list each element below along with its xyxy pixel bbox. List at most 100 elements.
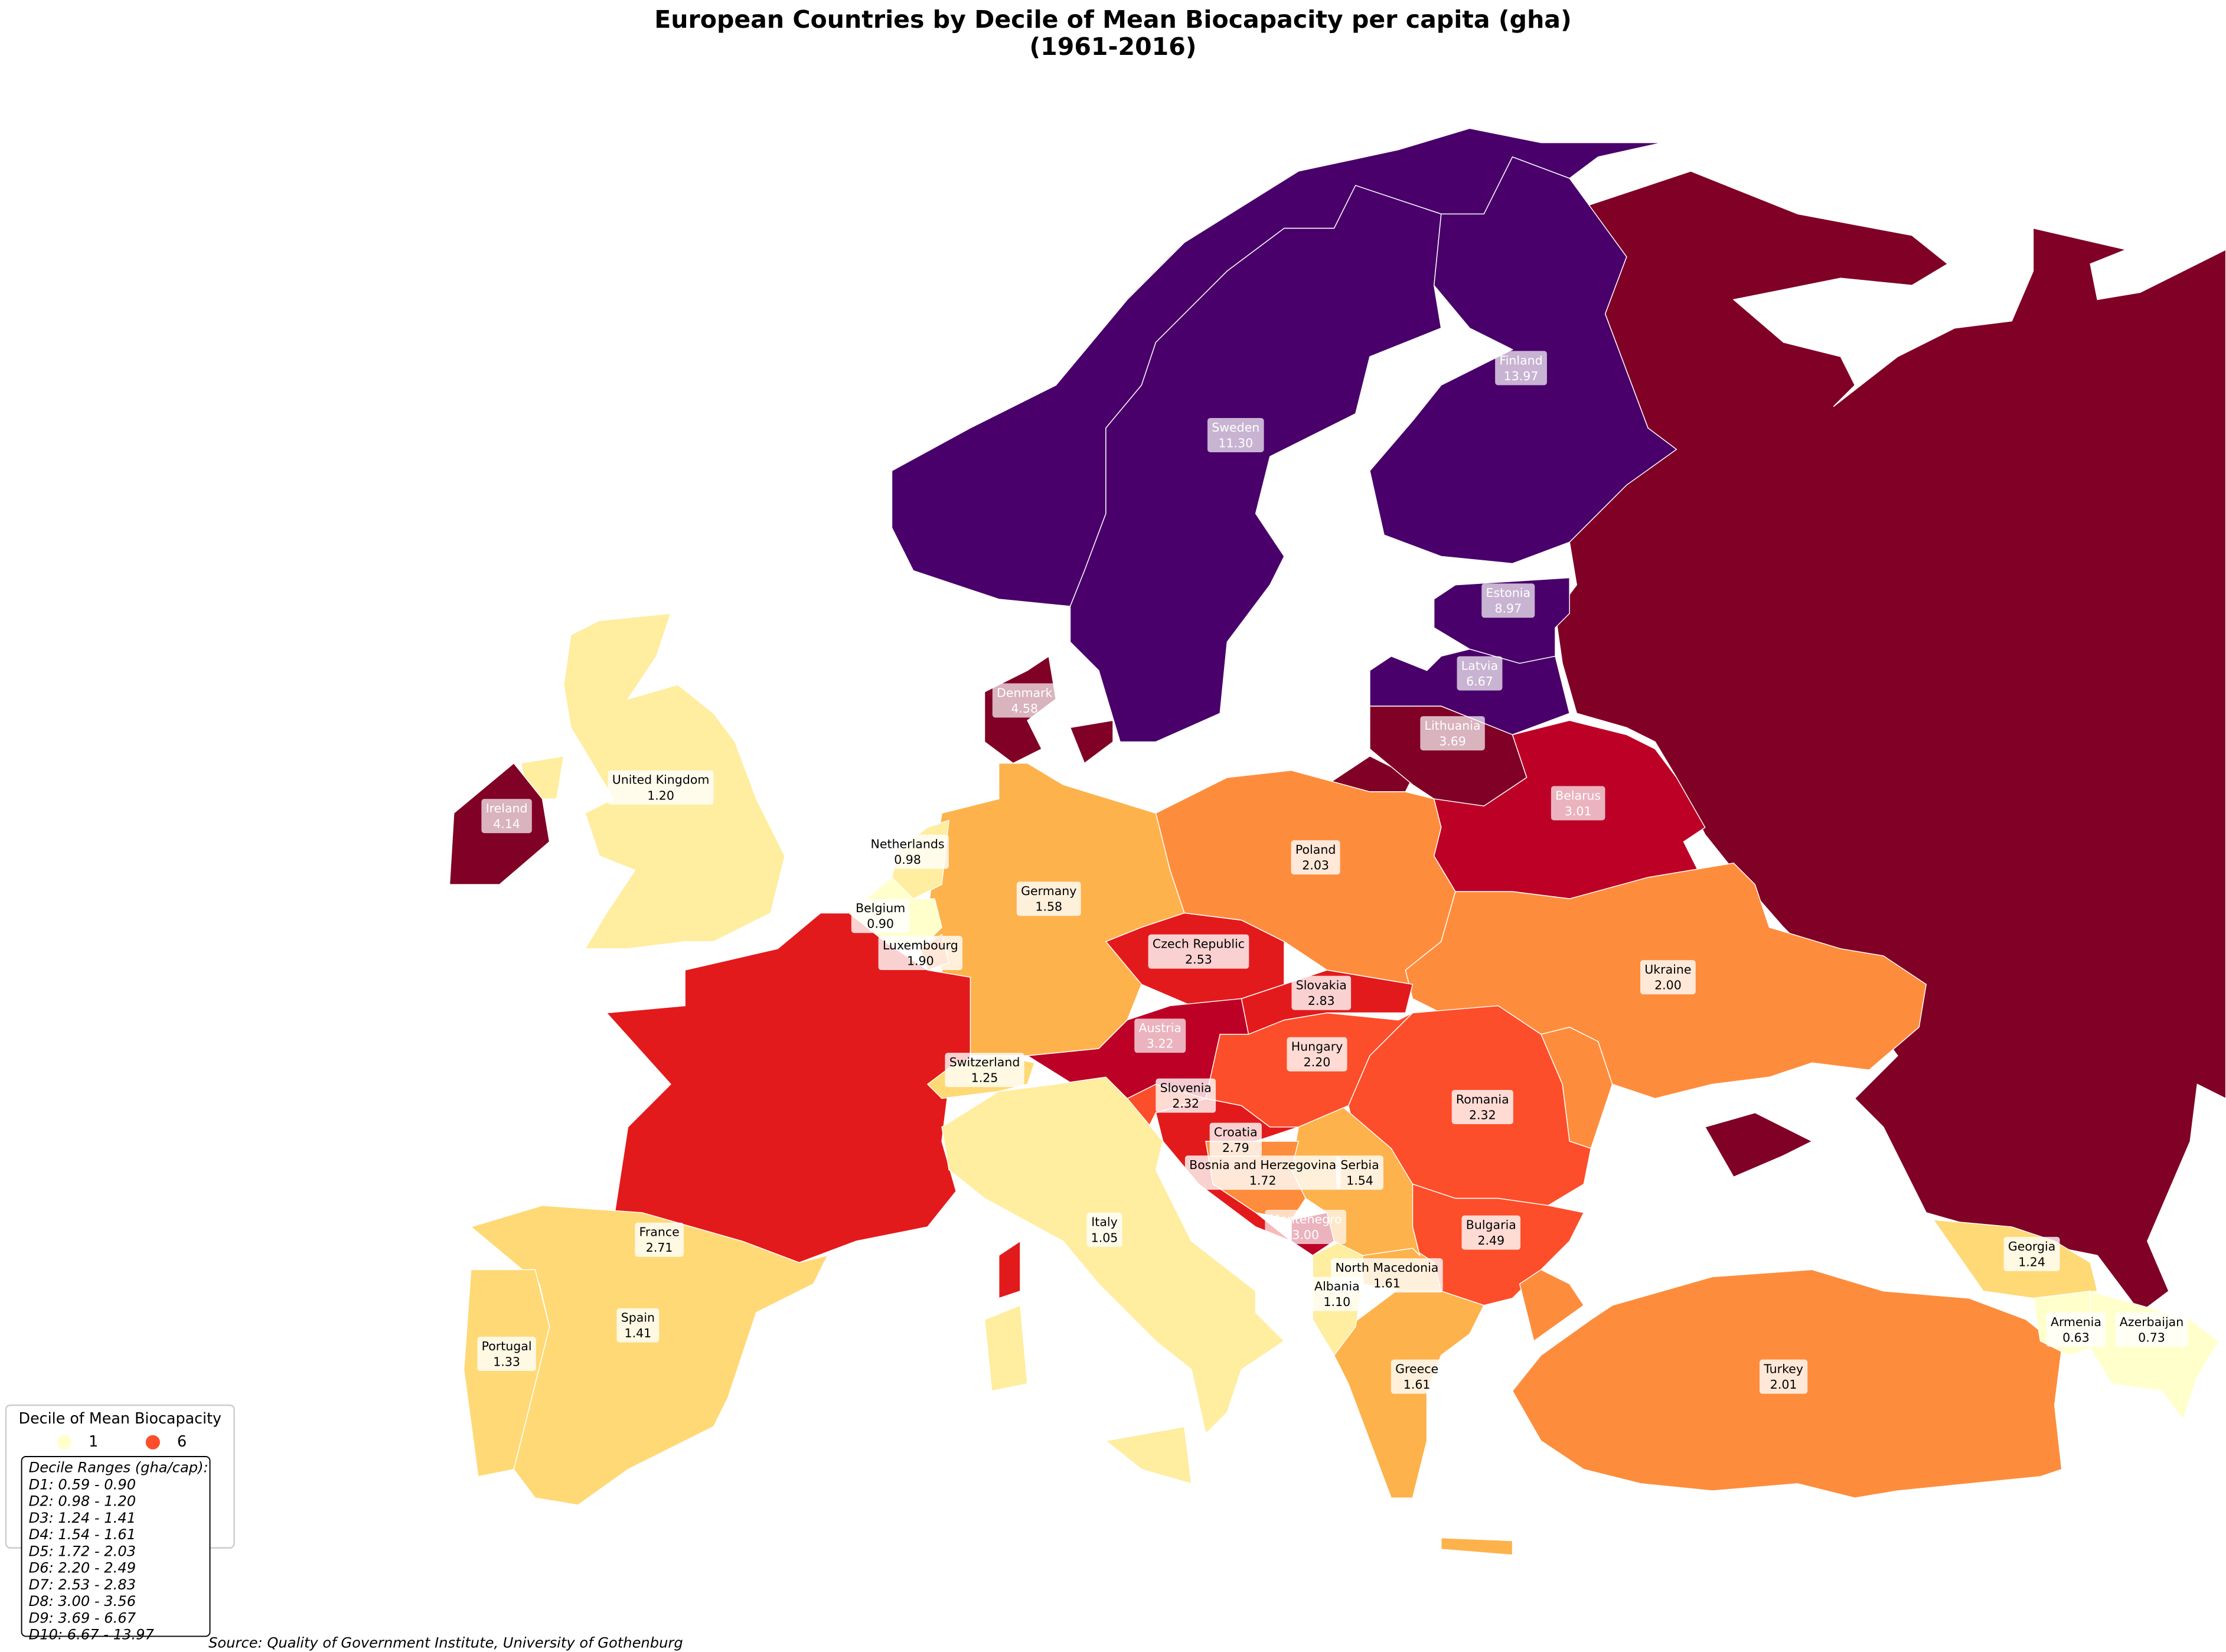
range-line: D8: 3.00 - 3.56 xyxy=(29,1593,136,1609)
country-value: 1.10 xyxy=(1324,1295,1351,1309)
country-name: Turkey xyxy=(1763,1362,1803,1376)
country xyxy=(998,1240,1021,1299)
country xyxy=(1441,1537,1513,1556)
label-box xyxy=(1640,960,1696,995)
country-value: 1.20 xyxy=(647,788,674,802)
label-box xyxy=(616,1308,660,1343)
country-name: North Macedonia xyxy=(1335,1261,1438,1275)
label-box xyxy=(1451,1090,1513,1124)
label-box xyxy=(1481,583,1535,618)
country-name: Slovakia xyxy=(1296,978,1347,992)
country-value: 1.58 xyxy=(1035,900,1062,914)
country-name: Ireland xyxy=(486,801,528,815)
legend-marker xyxy=(145,1435,160,1449)
label-box xyxy=(1420,716,1485,750)
title-line2: (1961-2016) xyxy=(1029,32,1196,61)
country-value: 2.49 xyxy=(1477,1233,1504,1248)
label-box xyxy=(1148,934,1249,969)
country-value: 2.83 xyxy=(1308,994,1335,1008)
country-value: 2.71 xyxy=(646,1240,673,1255)
country-name: Bosnia and Herzegovina xyxy=(1189,1158,1336,1172)
country-name: Armenia xyxy=(2051,1315,2101,1329)
land-russia xyxy=(1555,171,2226,1313)
country-name: United Kingdom xyxy=(612,773,710,787)
range-line: D7: 2.53 - 2.83 xyxy=(29,1576,136,1593)
label-box xyxy=(635,1222,684,1257)
country-name: Sweden xyxy=(1212,420,1259,435)
country-name: Serbia xyxy=(1340,1158,1379,1172)
country-name: Austria xyxy=(1138,1021,1181,1035)
country-value: 2.32 xyxy=(1172,1096,1199,1111)
label-box xyxy=(1495,351,1547,386)
legend-label: 1 xyxy=(89,1432,98,1450)
country-name: Bulgaria xyxy=(1466,1218,1516,1232)
label-box xyxy=(1551,786,1605,821)
country xyxy=(1433,577,1570,664)
country-name: Slovenia xyxy=(1160,1081,1212,1095)
country-value: 2.20 xyxy=(1304,1055,1331,1069)
country-value: 0.98 xyxy=(894,853,921,867)
country-value: 4.58 xyxy=(1011,701,1038,716)
country-value: 4.14 xyxy=(493,817,520,831)
label-box xyxy=(1184,1155,1341,1190)
range-line: D1: 0.59 - 0.90 xyxy=(29,1476,136,1493)
country-name: Poland xyxy=(1295,843,1336,857)
country-value: 2.00 xyxy=(1654,978,1682,992)
country xyxy=(941,1076,1285,1435)
label-box xyxy=(1287,1037,1347,1072)
country-name: Denmark xyxy=(997,685,1052,700)
country xyxy=(984,1304,1028,1392)
country xyxy=(1105,1426,1192,1484)
country-name: Montenegro xyxy=(1269,1212,1342,1226)
label-box xyxy=(1310,1276,1364,1311)
land-crimea xyxy=(1704,1112,1813,1178)
country-value: 2.53 xyxy=(1185,952,1212,967)
range-line: D6: 2.20 - 2.49 xyxy=(29,1560,136,1576)
country xyxy=(1519,1269,1585,1342)
title: European Countries by Decile of Mean Bio… xyxy=(654,5,1572,34)
country-value: 1.61 xyxy=(1373,1276,1401,1291)
source: Source: Quality of Government Institute,… xyxy=(208,1635,683,1651)
country-value: 1.24 xyxy=(2018,1255,2045,1269)
country-value: 8.97 xyxy=(1494,602,1522,616)
label-box xyxy=(945,1053,1024,1088)
country xyxy=(2090,1290,2220,1421)
label-box xyxy=(1291,975,1352,1010)
country-name: Ukraine xyxy=(1644,962,1691,977)
country-value: 1.05 xyxy=(1091,1230,1118,1245)
country xyxy=(1069,185,1442,743)
range-line: D2: 0.98 - 1.20 xyxy=(29,1493,136,1510)
label-box xyxy=(1457,656,1503,691)
country-value: 11.30 xyxy=(1218,436,1253,450)
label-box xyxy=(1156,1078,1216,1113)
country-value: 6.67 xyxy=(1466,674,1493,688)
country-value: 0.63 xyxy=(2062,1330,2090,1344)
range-line: D4: 1.54 - 1.61 xyxy=(29,1526,136,1543)
country-name: Switzerland xyxy=(949,1055,1020,1069)
country-name: Portugal xyxy=(482,1339,532,1353)
label-box xyxy=(1265,1209,1346,1244)
country-value: 1.25 xyxy=(971,1071,998,1085)
label-box xyxy=(2115,1312,2188,1347)
country-value: 13.97 xyxy=(1504,369,1539,383)
country-value: 3.22 xyxy=(1147,1037,1174,1051)
country-value: 3.00 xyxy=(1292,1227,1319,1242)
country-name: Greece xyxy=(1395,1362,1438,1376)
country-name: Italy xyxy=(1091,1215,1118,1229)
country-value: 1.33 xyxy=(493,1355,520,1369)
country-value: 1.61 xyxy=(1404,1377,1431,1392)
country-value: 1.90 xyxy=(907,954,934,968)
range-line: D5: 1.72 - 2.03 xyxy=(29,1543,136,1559)
country-name: Belarus xyxy=(1555,788,1601,802)
country-value: 0.73 xyxy=(2138,1330,2165,1344)
label-box xyxy=(2046,1312,2106,1347)
label-box xyxy=(2003,1236,2060,1271)
country xyxy=(1069,720,1114,764)
country-name: Croatia xyxy=(1214,1125,1258,1139)
country-name: Germany xyxy=(1021,884,1076,898)
country-name: Spain xyxy=(621,1311,655,1325)
country-value: 1.41 xyxy=(625,1326,652,1340)
legend-title: Decile of Mean Biocapacity xyxy=(19,1409,222,1427)
country-name: Latvia xyxy=(1461,658,1498,672)
